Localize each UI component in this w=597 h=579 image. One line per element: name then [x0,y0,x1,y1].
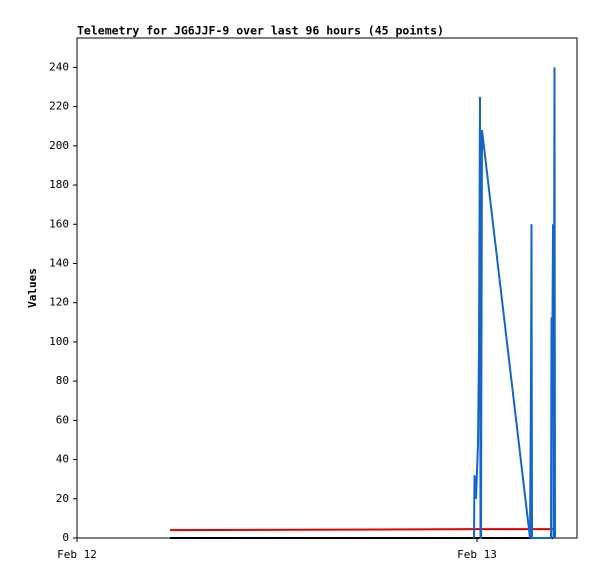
y-tick-label: 240 [49,60,69,73]
y-tick-label: 200 [49,139,69,152]
y-tick-label: 120 [49,296,69,309]
y-tick-label: 180 [49,178,69,191]
y-tick-label: 40 [56,453,69,466]
x-tick-label: Feb 13 [457,548,497,561]
data-line [473,67,556,539]
data-line [169,528,553,532]
y-tick-label: 160 [49,217,69,230]
y-tick-label: 80 [56,374,69,387]
y-tick-label: 140 [49,256,69,269]
y-tick-label: 20 [56,492,69,505]
y-tick-label: 60 [56,413,69,426]
chart-title: Telemetry for JG6JJF-9 over last 96 hour… [77,24,444,38]
x-tick-label: Feb 12 [57,548,97,561]
y-tick-label: 220 [49,100,69,113]
plot-frame [76,37,578,539]
y-tick-label: 100 [49,335,69,348]
y-axis-label: Values [26,268,39,308]
y-tick-label: 0 [62,531,69,544]
